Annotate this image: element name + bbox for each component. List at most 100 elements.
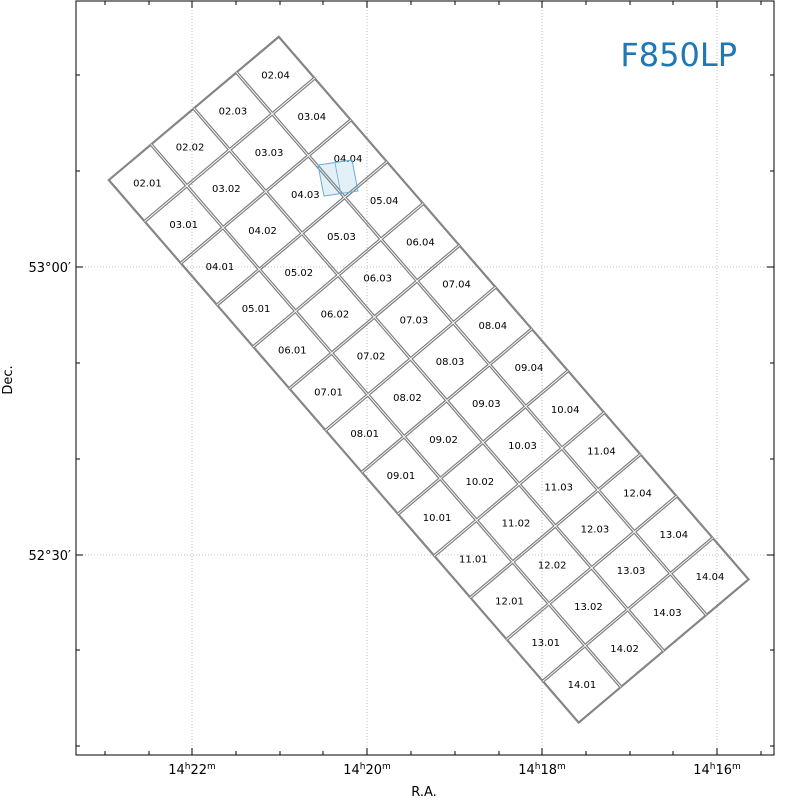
chip-outline [434, 520, 513, 598]
chip-outline [325, 395, 404, 472]
chip-label: 09.03 [472, 399, 501, 410]
x-tick-label: 14h18m [518, 762, 566, 778]
chip-outline [309, 120, 387, 197]
chip-outline [194, 72, 272, 150]
chip-outline [266, 156, 345, 233]
chip-outline [375, 281, 453, 359]
chip-outline [506, 604, 585, 681]
highlight-region [317, 159, 359, 197]
y-tick-label: 53°00′ [28, 261, 71, 276]
chip-outline [181, 228, 259, 305]
chip-label: 05.02 [284, 268, 313, 279]
chip-outline [236, 36, 315, 114]
chip-outline [217, 270, 295, 347]
chip-outline [671, 538, 749, 615]
x-tick-label: 14h16m [693, 762, 741, 778]
chip-outline [368, 359, 447, 436]
chip-label: 08.04 [478, 321, 507, 332]
chip-label: 12.01 [495, 596, 524, 607]
chip-label: 07.01 [314, 387, 343, 398]
chip-label: 11.02 [502, 519, 531, 530]
chip-outline [404, 401, 483, 478]
chip-label: 14.04 [696, 572, 725, 583]
chip-label: 09.01 [387, 471, 416, 482]
chip-outline [223, 192, 302, 269]
chip-label: 14.01 [568, 680, 597, 691]
chip-label: 10.02 [465, 477, 494, 488]
chip-outline [585, 610, 664, 687]
chip-label: 12.03 [581, 524, 610, 535]
chip-outline [483, 407, 562, 484]
chip-label: 04.03 [291, 190, 320, 201]
chip-label: 04.02 [248, 226, 277, 237]
chip-label: 05.04 [370, 196, 399, 207]
chip-outline [470, 562, 549, 640]
chip-label: 07.02 [357, 351, 386, 362]
chip-label: 08.03 [436, 357, 465, 368]
chip-label: 06.04 [406, 238, 435, 249]
plot-frame [75, 0, 775, 756]
chip-label: 14.03 [653, 608, 682, 619]
x-tick-label: 14h20m [343, 762, 391, 778]
chip-label: 09.02 [429, 435, 458, 446]
chip-outline [230, 114, 308, 191]
chip-label: 06.01 [278, 346, 307, 357]
chip-outline [296, 275, 374, 353]
chip-outline [490, 329, 568, 406]
mosaic-outline [107, 35, 751, 725]
highlight-divider [334, 162, 342, 195]
chip-outline [253, 311, 332, 389]
chip-label: 09.04 [515, 363, 544, 374]
chip-outline [592, 532, 670, 609]
chip-label: 05.03 [327, 232, 356, 243]
chip-outline [562, 412, 641, 490]
chip-label: 12.02 [538, 560, 567, 571]
chip-outline [345, 162, 423, 239]
chip-label: 04.01 [206, 262, 235, 273]
y-axis-label: Dec. [1, 365, 16, 394]
chip-outline [513, 526, 591, 604]
chip-label: 13.03 [617, 566, 646, 577]
chip-label: 07.03 [400, 315, 429, 326]
chip-label: 03.02 [212, 184, 241, 195]
chip-label: 10.04 [551, 405, 580, 416]
chip-outline [453, 287, 532, 364]
chip-outline [598, 454, 677, 532]
x-axis-label: R.A. [411, 785, 437, 800]
chip-label: 08.01 [350, 429, 379, 440]
chip-outline [332, 317, 410, 395]
chip-outline [151, 108, 229, 186]
chip-label: 13.04 [659, 530, 688, 541]
chip-outline [289, 353, 368, 431]
chip-label: 13.02 [574, 602, 603, 613]
chip-outline [556, 490, 634, 568]
chip-outline [398, 479, 476, 556]
chip-outline [440, 443, 519, 520]
chip-outline [417, 245, 496, 323]
chip-outline [302, 198, 381, 275]
chip-outline [381, 203, 460, 281]
chip-outline [108, 144, 187, 222]
chip-label: 03.03 [255, 148, 284, 159]
chip-label: 02.04 [261, 70, 290, 81]
chip-outline [144, 186, 223, 263]
chip-label: 13.01 [531, 638, 560, 649]
chip-label: 05.01 [242, 304, 271, 315]
chip-label: 07.04 [442, 279, 471, 290]
chip-label: 11.04 [587, 447, 616, 458]
chip-outline [477, 484, 555, 562]
axis-ticks: 14h22m 14h20m 14h18m 14h16m 52°30′ 53°00′ [28, 1, 774, 778]
chip-outline [187, 150, 266, 227]
chip-outline [526, 371, 604, 448]
chip-label: 12.04 [623, 488, 652, 499]
chip-outline [259, 234, 338, 311]
chip-outline [628, 574, 707, 651]
chip-outline [543, 646, 621, 723]
x-tick-label: 14h22m [168, 762, 216, 778]
chip-grid: 02.01 02.02 02.03 02.04 03.01 03.02 03.03 03.04… [107, 35, 751, 725]
y-tick-label: 52°30′ [28, 549, 71, 564]
chip-label: 02.02 [176, 142, 205, 153]
chip-outline [519, 448, 598, 526]
chip-outline [272, 78, 351, 155]
